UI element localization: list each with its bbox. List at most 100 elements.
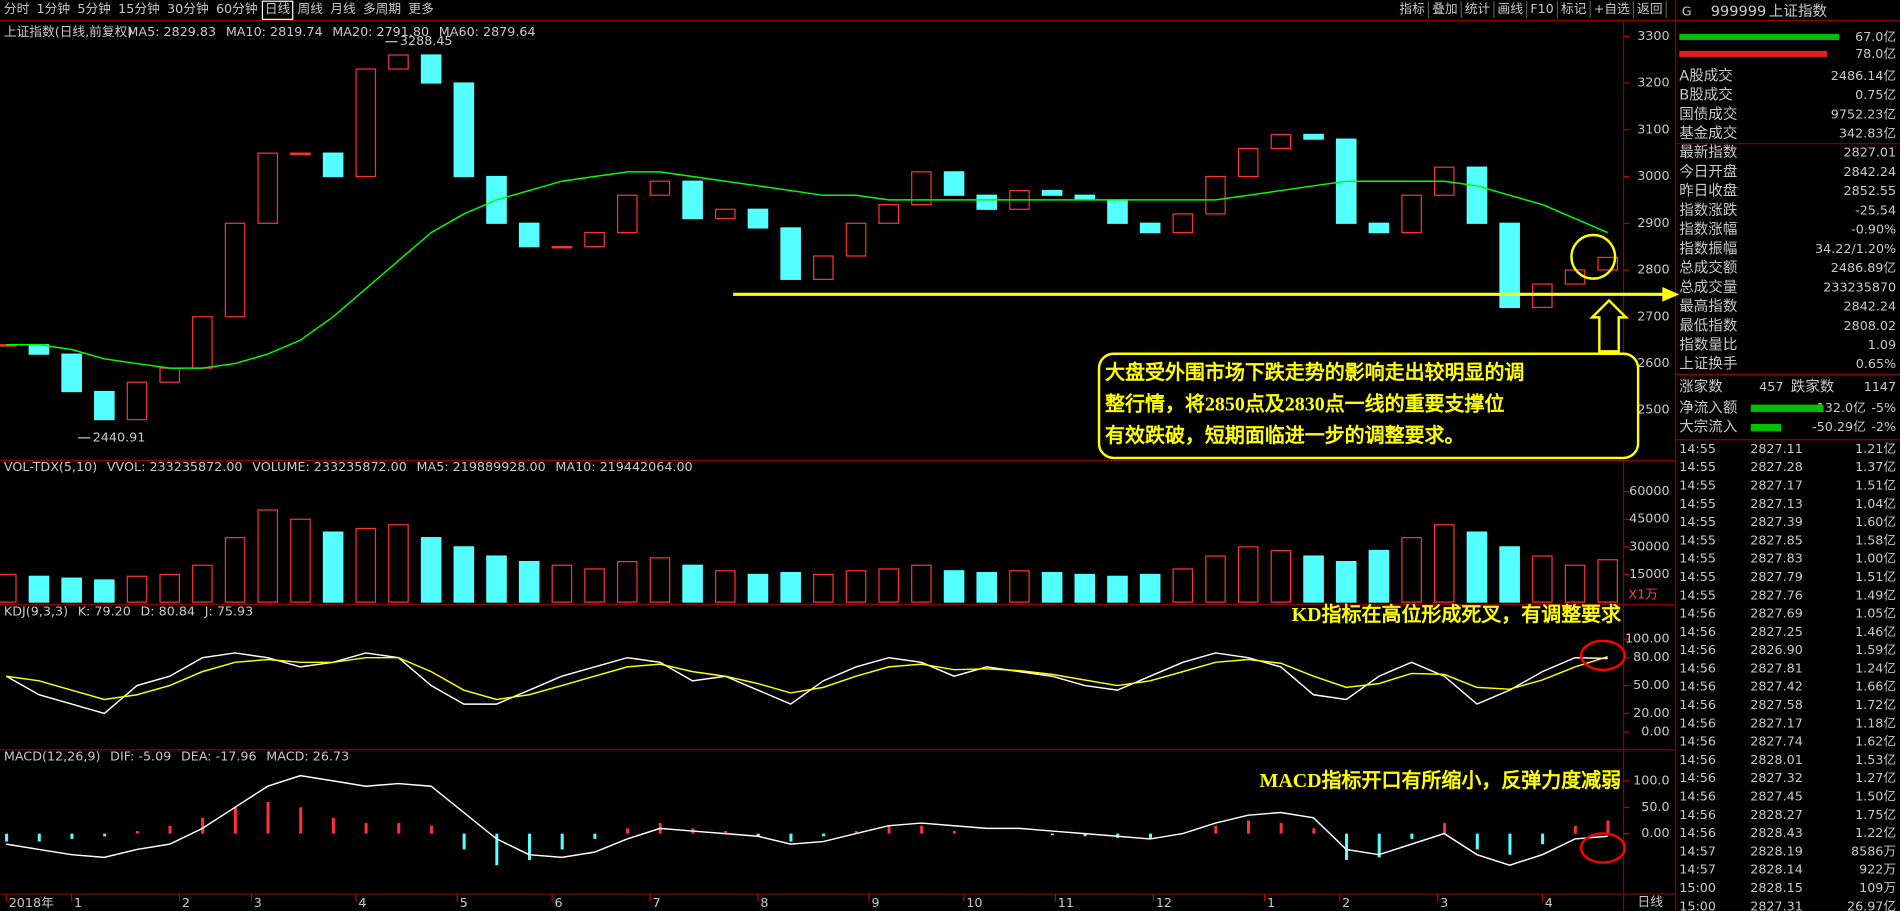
tool-button[interactable]: 返回 [1637,1,1662,16]
stat-label: 国债成交 [1679,105,1737,123]
flow-value: -50.29亿 [1812,419,1866,434]
highlight-ellipse [1579,639,1626,672]
period-tab[interactable]: 5分钟 [77,1,111,16]
volume-bar [388,524,409,603]
macd-bar [1475,833,1479,850]
stat-value: 0.65% [1856,356,1896,371]
candle [845,222,867,257]
tool-button[interactable]: 指标 [1399,1,1425,16]
candle [878,203,899,224]
volume-bar [1532,555,1553,603]
stat-value: -25.54 [1855,202,1896,217]
period-tab[interactable]: 60分钟 [216,1,258,16]
volume-bar [1335,560,1357,603]
tick-price: 2827.28 [1750,459,1803,474]
macd-bar [397,823,401,834]
candle [1499,222,1520,309]
volume-tick-label: 45000 [1629,511,1669,526]
tick-price: 2828.27 [1750,807,1803,822]
indicator-label: KDJ(9,3,3) [4,603,68,618]
period-tab[interactable]: 更多 [408,1,433,16]
period-tab[interactable]: 月线 [330,1,356,16]
price-tick-label: 3000 [1637,168,1669,183]
tick-price: 2827.13 [1750,496,1803,511]
candle [355,68,377,178]
tick-price: 2828.14 [1750,862,1803,877]
x-tick-label: 4 [358,895,366,910]
low-label: 2440.91 [93,429,146,444]
tick-volume: 1.27亿 [1855,770,1896,785]
stat-value: 342.83亿 [1839,125,1896,140]
price-tick-label: 2900 [1637,215,1669,230]
tick-time: 14:56 [1679,606,1716,621]
stat-value: 2486.14亿 [1831,68,1896,83]
annotation-line: 大盘受外围市场下跌走势的影响走出较明显的调 [1105,360,1524,384]
stat-value: 1.09 [1868,337,1896,352]
stat-label: 最低指数 [1679,317,1738,334]
period-label: 日线 [1637,894,1663,909]
volume-bar [0,573,17,603]
unit-label: X1万 [1628,586,1658,601]
kdj-tick-label: 100.00 [1625,631,1670,646]
support-arrow [1662,287,1680,302]
tick-time: 14:55 [1679,532,1716,547]
sell-bar [1679,50,1828,57]
annotation-line: 整行情，将2850点及2830点一线的重要支撑位 [1104,391,1504,415]
period-tab[interactable]: 多周期 [363,1,401,16]
stat-value: 2808.02 [1844,318,1897,333]
tick-price: 2827.32 [1750,770,1803,785]
period-tab[interactable]: 分时 [4,1,30,16]
candle [1139,222,1161,234]
period-tab[interactable]: 15分钟 [118,1,160,16]
tool-button[interactable]: 标记 [1561,1,1587,16]
flow-pct: -5% [1871,400,1896,415]
period-tab[interactable]: 1分钟 [37,1,71,16]
tool-button[interactable]: 画线 [1498,1,1524,16]
candle [1041,189,1063,196]
volume-tick-label: 60000 [1629,483,1669,498]
volume-bar [94,579,115,603]
period-tab[interactable]: 周线 [298,1,324,16]
tick-volume: 1.59亿 [1855,642,1896,657]
tick-volume: 922万 [1859,862,1896,877]
tool-button[interactable]: 统计 [1465,1,1491,16]
macd-bar [1443,823,1447,834]
macd-bar [1377,833,1381,858]
tool-button[interactable]: F10 [1530,1,1553,16]
macd-bar [1606,820,1610,834]
candle [1597,256,1618,271]
tick-time: 14:55 [1679,459,1716,474]
candle [94,390,115,421]
breadth-label: 涨家数 [1679,379,1723,396]
x-tick-label: 9 [872,895,880,910]
x-tick-label: 2018年 [9,895,54,910]
volume-bar [420,537,442,603]
candle [224,222,246,318]
tick-time: 14:56 [1679,752,1716,767]
tick-time: 14:56 [1679,660,1716,675]
candle [453,82,475,178]
tool-button[interactable]: 叠加 [1432,1,1457,16]
tick-volume: 26.97亿 [1847,898,1896,911]
stat-label: 指数涨幅 [1679,221,1737,238]
volume-bar [1303,555,1324,603]
period-tab[interactable]: 日线 [265,1,291,16]
active-tab [261,0,294,20]
volume-bar [1041,572,1063,603]
macd-bar [462,833,466,850]
tick-volume: 1.51亿 [1855,569,1896,584]
stat-value: 34.22/1.20% [1815,241,1896,256]
volume-bar [911,564,932,603]
volume-bar [453,546,475,603]
period-tab[interactable]: 30分钟 [167,1,209,16]
x-tick-label: 10 [966,895,982,910]
macd-bar [299,807,303,834]
tick-volume: 109万 [1859,880,1896,895]
macd-bar [37,833,41,842]
indicator-label: VOLUME: 233235872.00 [252,459,407,474]
tool-button[interactable]: +自选 [1594,1,1630,16]
macd-bar [1508,833,1512,855]
macd-bar [1312,828,1316,834]
tick-volume: 1.00亿 [1855,551,1896,566]
